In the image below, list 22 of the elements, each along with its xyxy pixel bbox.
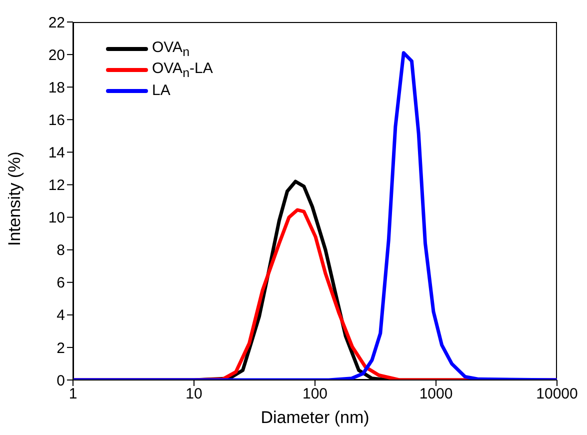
x-tick-label: 1000: [419, 386, 453, 403]
x-tick-label: 100: [302, 386, 328, 403]
y-tick-label: 14: [48, 144, 65, 162]
x-tick-label: 10: [186, 386, 202, 403]
y-tick-label: 22: [48, 14, 65, 32]
y-tick-label: 16: [48, 112, 65, 129]
y-axis-title: Intensity (%): [5, 152, 24, 246]
y-tick-label: 0: [56, 372, 65, 390]
y-tick-label: 18: [48, 79, 65, 96]
y-tick-label: 4: [56, 307, 65, 324]
legend-label: OVA$_{n}$-LA: [152, 60, 213, 80]
y-tick-label: 8: [56, 242, 65, 260]
x-tick-label: 10000: [536, 386, 578, 403]
y-tick-label: 12: [48, 177, 65, 194]
x-axis-title: Diameter (nm): [260, 408, 370, 427]
y-tick-label: 20: [48, 46, 65, 64]
y-tick-label: 10: [48, 210, 65, 227]
x-tick-label: 1: [68, 386, 78, 403]
y-tick-label: 6: [56, 274, 65, 292]
y-tick-label: 2: [56, 340, 65, 357]
legend-label: LA: [152, 82, 170, 99]
legend-label: OVA$_{n}$: [152, 38, 190, 58]
